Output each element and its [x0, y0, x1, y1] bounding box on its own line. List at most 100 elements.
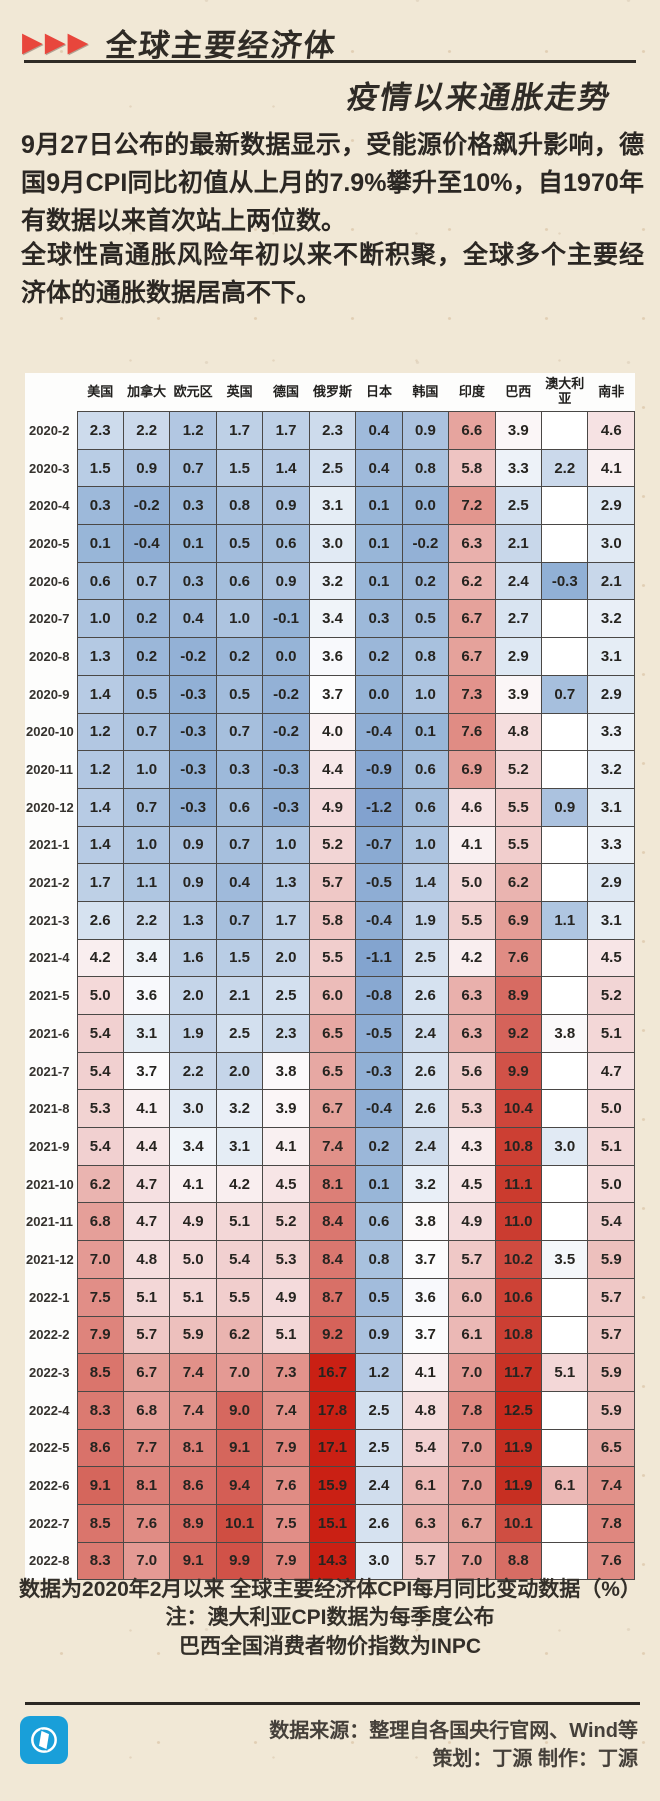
heatmap-cell: 7.6	[262, 1466, 310, 1505]
heatmap-cell: 6.2	[448, 561, 496, 601]
cpi-heatmap-table: 美国 加拿大 欧元区 英国 德国 俄罗斯 日本 韩国 印度 巴西 澳大利亚 南非 2020-2 2.3 2…	[25, 373, 635, 1581]
heatmap-cell: 0.1	[401, 712, 450, 752]
heatmap-cell: -0.3	[262, 750, 310, 789]
heatmap-cell: 5.2	[494, 750, 543, 789]
heatmap-row: 2021-4 4.2 3.4 1.6 1.5 2.0 5.5 -1.1 2.5 4.2 7.6 4.5	[25, 938, 635, 978]
heatmap-cell: 3.1	[587, 637, 635, 676]
heatmap-cell: 0.5	[401, 599, 450, 639]
heatmap-cell: 7.2	[448, 486, 496, 526]
heatmap-cell: 6.7	[122, 1353, 171, 1392]
heatmap-cell: 1.2	[76, 712, 124, 752]
heatmap-cell: -0.2	[262, 674, 310, 714]
heatmap-cell: 4.1	[169, 1164, 217, 1204]
heatmap-row: 2020-2 2.3 2.2 1.2 1.7 1.7 2.3 0.4 0.9 6.6 3.9 4.6	[25, 411, 635, 450]
row-label: 2021-2	[25, 863, 77, 902]
heatmap-cell: -0.3	[169, 750, 217, 789]
heatmap-cell: 7.6	[494, 938, 543, 978]
heatmap-cell: 0.0	[401, 486, 450, 526]
heatmap-cell: 6.7	[448, 637, 496, 676]
row-label: 2020-7	[25, 599, 77, 638]
heatmap-cell: 10.6	[494, 1277, 543, 1317]
footnote-line: 注：澳大利亚CPI数据为每季度公布	[165, 1606, 495, 1630]
heatmap-cell: 2.3	[262, 1014, 310, 1053]
heatmap-cell	[541, 712, 589, 752]
heatmap-cell: 4.7	[122, 1164, 171, 1204]
heatmap-cell: 3.7	[122, 1051, 171, 1091]
heatmap-cell: 6.3	[448, 976, 496, 1015]
heatmap-row: 2020-6 0.6 0.7 0.3 0.6 0.9 3.2 0.1 0.2 6.2 2.4 -0.3…	[25, 561, 635, 601]
heatmap-cell: 1.7	[215, 411, 264, 450]
heatmap-cell: 3.9	[494, 411, 543, 450]
heatmap-cell: 5.4	[401, 1428, 450, 1468]
heatmap-cell: 5.2	[587, 976, 635, 1015]
column-header: 加拿大	[123, 373, 170, 412]
heatmap-cell: 11.9	[494, 1466, 543, 1505]
heatmap-cell: 1.9	[401, 900, 450, 940]
heatmap-cell: 14.3	[308, 1541, 357, 1581]
heatmap-cell: 6.3	[448, 1014, 496, 1053]
heatmap-cell: 0.1	[355, 1164, 403, 1204]
heatmap-cell: 2.1	[215, 976, 264, 1015]
heatmap-cell: 11.7	[494, 1353, 543, 1392]
heatmap-cell: 6.1	[541, 1466, 589, 1505]
heatmap-cell: 2.9	[587, 863, 635, 902]
heatmap-cell: 0.5	[215, 524, 264, 563]
heatmap-cell: 5.5	[448, 900, 496, 940]
heatmap-cell: 6.7	[308, 1089, 357, 1129]
heatmap-cell: 10.1	[215, 1503, 264, 1543]
column-header: 韩国	[402, 373, 449, 412]
heatmap-row: 2020-12 1.4 0.7 -0.3 0.6 -0.3 4.9 -1.2 0.6 4.6 5.5…	[25, 787, 635, 827]
heatmap-cell: 4.3	[448, 1127, 496, 1166]
row-label: 2022-1	[25, 1278, 77, 1316]
heatmap-cell: 3.7	[308, 674, 357, 714]
heatmap-row: 2022-8 8.3 7.0 9.1 9.9 7.9 14.3 3.0 5.7 7.0 8.8 7.6	[25, 1541, 635, 1581]
heatmap-cell: 11.9	[494, 1428, 543, 1468]
heatmap-cell: 1.0	[215, 599, 264, 639]
heatmap-cell: 7.4	[587, 1466, 635, 1505]
heatmap-cell: 4.2	[448, 938, 496, 978]
heatmap-cell: 2.7	[494, 599, 543, 639]
heatmap-cell: 1.1	[541, 900, 589, 940]
heatmap-cell: 4.8	[494, 712, 543, 752]
heatmap-row: 2021-11 6.8 4.7 4.9 5.1 5.2 8.4 0.6 3.8 4.9 11.0 5.…	[25, 1202, 635, 1242]
heatmap-cell: 3.0	[541, 1127, 589, 1166]
heatmap-cell: 0.1	[355, 561, 403, 601]
heatmap-cell: 1.0	[401, 825, 450, 865]
heatmap-cell: -0.2	[169, 637, 217, 676]
heatmap-cell: 5.7	[401, 1541, 450, 1581]
heatmap-cell: 7.9	[262, 1428, 310, 1468]
heatmap-cell: 8.9	[169, 1503, 217, 1543]
row-label: 2021-4	[25, 939, 77, 977]
heatmap-cell: 5.0	[587, 1089, 635, 1129]
heatmap-cell: 3.1	[587, 900, 635, 940]
heatmap-row: 2022-1 7.5 5.1 5.1 5.5 4.9 8.7 0.5 3.6 6.0 10.6 5.7	[25, 1277, 635, 1317]
heatmap-cell: 8.1	[308, 1164, 357, 1204]
heatmap-cell: 17.8	[308, 1390, 357, 1430]
heatmap-cell: 3.1	[308, 486, 357, 526]
heatmap-cell: 0.7	[122, 712, 171, 752]
heatmap-cell: 8.3	[76, 1390, 124, 1430]
heatmap-cell: 2.0	[215, 1051, 264, 1091]
heatmap-cell: 0.9	[355, 1315, 403, 1355]
heatmap-cell	[541, 1277, 589, 1317]
heatmap-cell: -0.3	[169, 674, 217, 714]
heatmap-cell: 6.8	[122, 1390, 171, 1430]
heatmap-cell	[541, 599, 589, 639]
heatmap-cell: 5.9	[587, 1390, 635, 1430]
heatmap-cell: 4.1	[122, 1089, 171, 1129]
heatmap-cell: 7.0	[448, 1353, 496, 1392]
heatmap-cell: 7.4	[169, 1390, 217, 1430]
heatmap-cell: 1.6	[169, 938, 217, 978]
heatmap-cell: 0.9	[541, 787, 589, 827]
heatmap-row: 2021-2 1.7 1.1 0.9 0.4 1.3 5.7 -0.5 1.4 5.0 6.2 2.9	[25, 863, 635, 902]
heatmap-cell: 5.9	[169, 1315, 217, 1355]
heatmap-cell: 5.1	[215, 1202, 264, 1242]
heatmap-cell: 8.1	[122, 1466, 171, 1505]
row-label: 2020-12	[25, 788, 77, 827]
heatmap-cell: 0.7	[122, 787, 171, 827]
heatmap-cell	[541, 863, 589, 902]
heatmap-cell: 1.4	[76, 787, 124, 827]
heatmap-cell: 0.6	[215, 561, 264, 601]
heatmap-cell	[541, 1051, 589, 1091]
heatmap-cell: 5.7	[448, 1240, 496, 1279]
